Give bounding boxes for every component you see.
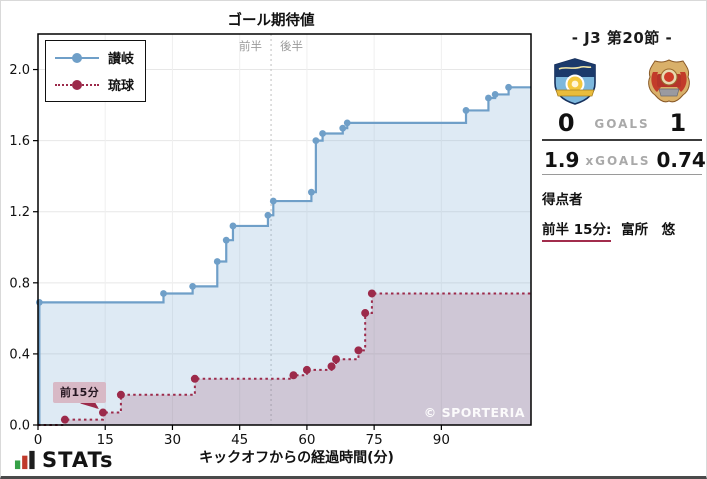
svg-text:0.4: 0.4 bbox=[9, 347, 30, 362]
legend-label-away: 琉球 bbox=[108, 79, 135, 94]
sanuki-logo-icon bbox=[554, 58, 596, 105]
axis-ticks-labels: 0.0 0.4 0.8 1.2 1.6 2.0 0 15 30 45 60 75 90 bbox=[9, 63, 450, 448]
svg-text:75: 75 bbox=[366, 432, 383, 448]
home-xg-fill bbox=[38, 87, 531, 426]
plot-border bbox=[37, 33, 532, 426]
goals-row: 0 GOALS 1 bbox=[542, 109, 702, 142]
xg-chart-region: 0.0 0.4 0.8 1.2 1.6 2.0 0 15 30 45 60 75 90 前半 後半 © SPO… bbox=[1, 1, 541, 476]
xg-chart-svg: 0.0 0.4 0.8 1.2 1.6 2.0 0 15 30 45 60 75 90 前半 後半 © SPO… bbox=[9, 33, 532, 466]
xgoals-row: 1.9 xGOALS 0.74 bbox=[542, 145, 706, 176]
chart-title: ゴール期待値 bbox=[227, 13, 315, 29]
svg-text:60: 60 bbox=[298, 432, 315, 448]
svg-text:1.6: 1.6 bbox=[9, 134, 30, 149]
legend-item-home: 讃岐 bbox=[55, 48, 134, 67]
x-axis-label: キックオフからの経過時間(分) bbox=[199, 449, 394, 466]
home-xg-markers bbox=[35, 83, 512, 306]
away-goals: 1 bbox=[669, 109, 687, 137]
away-xg-fill bbox=[38, 293, 531, 425]
first15-annotation: 前15分 bbox=[53, 382, 107, 403]
svg-text:0.0: 0.0 bbox=[9, 419, 30, 434]
svg-text:15: 15 bbox=[97, 432, 114, 448]
svg-text:2.0: 2.0 bbox=[9, 63, 30, 78]
legend-label-home: 讃岐 bbox=[108, 52, 135, 67]
scorer-time: 前半 15分: bbox=[542, 222, 612, 243]
team-logos-row bbox=[542, 57, 702, 105]
stats-brand-text: STATs bbox=[42, 448, 114, 472]
ryukyu-logo-icon bbox=[648, 59, 690, 103]
scorer-name: 富所 悠 bbox=[621, 222, 676, 239]
scorers-heading: 得点者 bbox=[542, 192, 583, 209]
legend-item-away: 琉球 bbox=[55, 75, 134, 94]
svg-text:90: 90 bbox=[433, 432, 450, 448]
home-xgoals: 1.9 bbox=[544, 148, 580, 173]
svg-text:0: 0 bbox=[34, 432, 43, 448]
svg-text:45: 45 bbox=[231, 432, 248, 448]
match-round-title: - J3 第20節 - bbox=[571, 29, 673, 47]
svg-text:30: 30 bbox=[164, 432, 181, 448]
away-xgoals: 0.74 bbox=[656, 148, 706, 173]
xgoals-label: xGOALS bbox=[585, 153, 651, 168]
chart-legend: 讃岐 琉球 bbox=[45, 40, 147, 102]
away-xg-markers bbox=[60, 289, 376, 424]
svg-text:0.8: 0.8 bbox=[9, 276, 30, 291]
svg-text:1.2: 1.2 bbox=[9, 205, 30, 220]
away-line-swatch-icon bbox=[55, 79, 99, 90]
match-info-panel: - J3 第20節 - 0 GOA bbox=[542, 27, 706, 243]
first-half-label: 前半 bbox=[239, 39, 262, 53]
stats-brand: STATs bbox=[14, 448, 113, 471]
scorer-entry: 前半 15分: 富所 悠 bbox=[542, 218, 702, 243]
home-goals: 0 bbox=[557, 109, 575, 137]
sporteria-watermark: © SPORTERIA bbox=[424, 405, 525, 420]
home-line-swatch-icon bbox=[55, 52, 99, 63]
goals-label: GOALS bbox=[594, 116, 650, 131]
second-half-label: 後半 bbox=[280, 39, 303, 53]
stats-bars-icon bbox=[14, 450, 35, 470]
